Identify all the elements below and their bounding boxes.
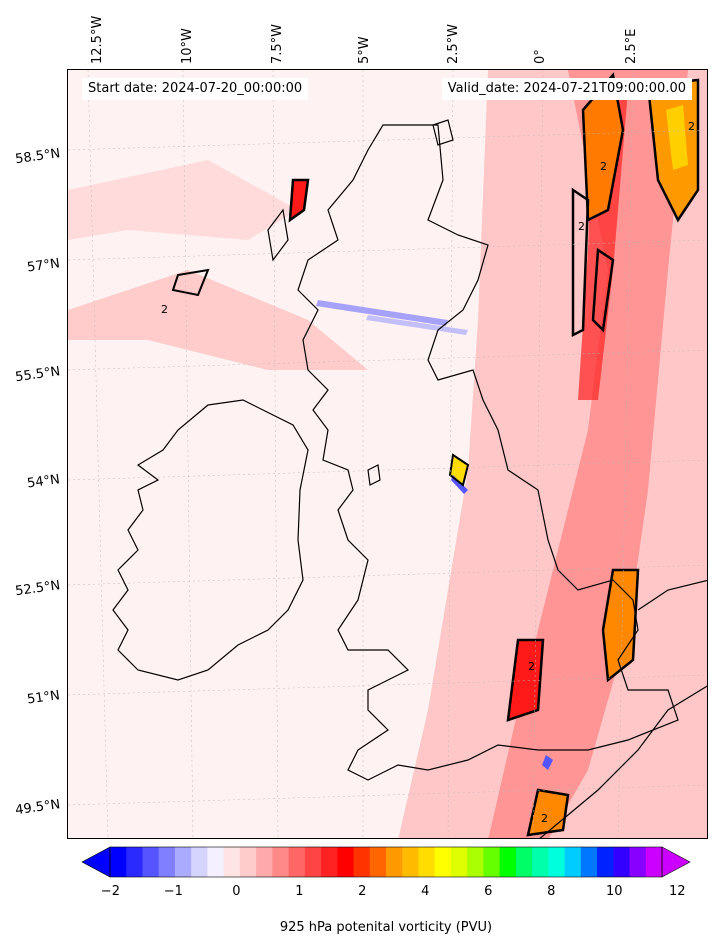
colorbar-segment [304, 847, 322, 877]
colorbar-max-extend [661, 846, 691, 878]
colorbar [81, 846, 691, 878]
contour-label: 2 [541, 812, 548, 825]
colorbar-segment [613, 847, 631, 877]
coastline-hebrides [267, 208, 289, 262]
contour-label: 2 [688, 120, 695, 133]
valid-date-label: Valid_date: 2024-07-21T09:00:00.00 [441, 78, 692, 100]
colorbar-segment [369, 847, 387, 877]
colorbar-segment [418, 847, 436, 877]
contour-label: 2 [161, 303, 168, 316]
colorbar-tick-label: 8 [547, 884, 556, 899]
pv-streak-west [68, 160, 298, 240]
graticule [68, 70, 707, 838]
pv-negative-2 [366, 315, 468, 335]
pv-peak-northeast-3 [666, 105, 688, 170]
pv-contour-2 [506, 638, 545, 722]
coastline-great-britain [297, 124, 679, 781]
colorbar-min-extend [81, 846, 111, 878]
longitude-label: 2.5°E [624, 28, 639, 64]
latitude-label: 52.5°N [14, 578, 62, 600]
coastline-orkney [432, 119, 454, 146]
colorbar-segment [467, 847, 484, 877]
colorbar-segment [402, 847, 419, 877]
colorbar-segment [548, 847, 566, 877]
colorbar-segment [158, 847, 176, 877]
colorbar-segment [142, 847, 160, 877]
colorbar-segment [288, 847, 306, 877]
colorbar-frame [109, 846, 663, 878]
pv-negative-1 [316, 300, 448, 326]
colorbar-tick-label: 12 [668, 884, 686, 899]
longitude-label: 10°W [180, 28, 195, 64]
colorbar-segment [272, 847, 290, 877]
colorbar-segment [110, 847, 127, 877]
colorbar-segment [597, 847, 614, 877]
latitude-label: 51°N [26, 688, 62, 708]
colorbar-segment [321, 847, 338, 877]
pv-streak-northwest [68, 270, 368, 370]
contour-label: 2 [600, 160, 607, 173]
colorbar-segment [564, 847, 582, 877]
colorbar-tick-label: 0 [232, 884, 241, 899]
colorbar-tick-label: −1 [163, 884, 183, 899]
contour-label: 2 [578, 220, 585, 233]
pv-field-map: 2 2 2 2 2 2 [68, 70, 707, 838]
latitude-label: 55.5°N [14, 364, 62, 386]
contour-label: 2 [528, 660, 535, 673]
latitude-label: 49.5°N [14, 797, 62, 819]
pv-peak-northeast [583, 75, 623, 220]
colorbar-segment [256, 847, 273, 877]
pv-contour-2 [171, 268, 210, 297]
latitude-label: 54°N [26, 472, 62, 492]
colorbar-tick-label: 6 [484, 884, 493, 899]
colorbar-segment [353, 847, 371, 877]
colorbar-segment [580, 847, 598, 877]
pv-contour-2 [591, 247, 615, 333]
colorbar-tick-label: 4 [421, 884, 430, 899]
pv-negative-4 [542, 755, 553, 770]
coastline-ireland [112, 399, 309, 681]
longitude-label: 5°W [357, 36, 372, 64]
colorbar-label: 925 hPa potenital vorticity (PVU) [279, 920, 493, 935]
colorbar-segment [174, 847, 192, 877]
colorbar-segment [483, 847, 501, 877]
colorbar-segment [126, 847, 143, 877]
colorbar-segment [450, 847, 468, 877]
colorbar-tick-label: −2 [100, 884, 120, 899]
coastline-continent [539, 685, 707, 838]
longitude-label: 2.5°W [446, 23, 461, 64]
colorbar-segment [223, 847, 241, 877]
latitude-label: 57°N [26, 256, 62, 276]
colorbar-tick-label: 2 [358, 884, 367, 899]
pv-contour-2 [601, 568, 640, 683]
map-panel: 2 2 2 2 2 2 [67, 69, 708, 839]
pv-contour-2 [448, 453, 470, 487]
colorbar-segment [499, 847, 517, 877]
colorbar-segment [337, 847, 355, 877]
pv-patch-east-coast [603, 570, 638, 680]
start-date-label: Start date: 2024-07-20_00:00:00 [82, 78, 309, 100]
coastline-continent-north [637, 579, 707, 611]
latitude-label: 58.5°N [14, 146, 62, 168]
colorbar-tick-label: 10 [605, 884, 623, 899]
colorbar-segment [239, 847, 257, 877]
colorbar-segment [532, 847, 549, 877]
pv-contour-2 [288, 178, 310, 223]
colorbar-segment [386, 847, 403, 877]
colorbar-segment [645, 847, 663, 877]
longitude-label: 7.5°W [270, 23, 285, 64]
colorbar-tick-label: 1 [295, 884, 304, 899]
colorbar-segment [207, 847, 225, 877]
coastline-isle-of-man [367, 464, 381, 486]
longitude-label: 12.5°W [90, 15, 105, 64]
longitude-label: 0° [533, 49, 548, 64]
colorbar-segment [191, 847, 208, 877]
pv-contour-2 [571, 187, 590, 338]
colorbar-segment [515, 847, 533, 877]
pv-contour-2 [526, 788, 570, 837]
colorbar-segment [434, 847, 452, 877]
colorbar-segment [629, 847, 647, 877]
